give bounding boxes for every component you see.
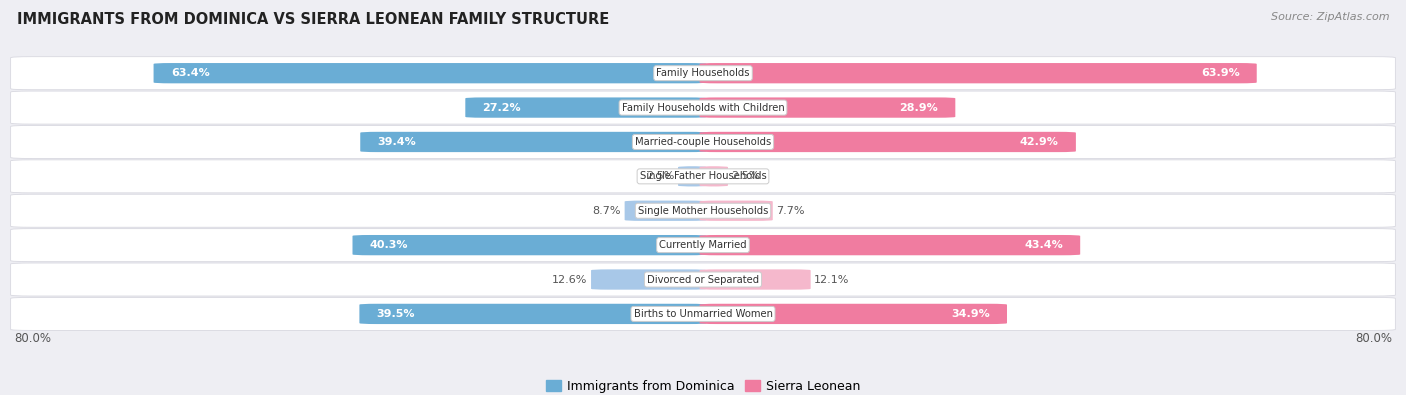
FancyBboxPatch shape xyxy=(11,194,1395,227)
Text: 80.0%: 80.0% xyxy=(14,332,51,345)
Text: 2.5%: 2.5% xyxy=(647,171,675,181)
Text: Source: ZipAtlas.com: Source: ZipAtlas.com xyxy=(1271,12,1389,22)
FancyBboxPatch shape xyxy=(11,160,1395,193)
Text: 27.2%: 27.2% xyxy=(482,103,522,113)
Legend: Immigrants from Dominica, Sierra Leonean: Immigrants from Dominica, Sierra Leonean xyxy=(541,375,865,395)
FancyBboxPatch shape xyxy=(11,91,1395,124)
Text: Currently Married: Currently Married xyxy=(659,240,747,250)
Text: Married-couple Households: Married-couple Households xyxy=(636,137,770,147)
Text: 7.7%: 7.7% xyxy=(776,206,804,216)
FancyBboxPatch shape xyxy=(11,57,1395,90)
FancyBboxPatch shape xyxy=(153,63,706,83)
Text: 42.9%: 42.9% xyxy=(1019,137,1059,147)
Text: 39.5%: 39.5% xyxy=(377,309,415,319)
Text: 63.4%: 63.4% xyxy=(170,68,209,78)
FancyBboxPatch shape xyxy=(353,235,706,255)
FancyBboxPatch shape xyxy=(11,297,1395,330)
FancyBboxPatch shape xyxy=(11,126,1395,158)
Text: Family Households: Family Households xyxy=(657,68,749,78)
Text: Single Father Households: Single Father Households xyxy=(640,171,766,181)
FancyBboxPatch shape xyxy=(700,201,773,221)
FancyBboxPatch shape xyxy=(360,304,706,324)
Text: 34.9%: 34.9% xyxy=(950,309,990,319)
Text: Divorced or Separated: Divorced or Separated xyxy=(647,275,759,284)
FancyBboxPatch shape xyxy=(591,269,706,290)
FancyBboxPatch shape xyxy=(700,269,811,290)
FancyBboxPatch shape xyxy=(11,229,1395,261)
FancyBboxPatch shape xyxy=(700,235,1080,255)
FancyBboxPatch shape xyxy=(700,63,1257,83)
Text: 2.5%: 2.5% xyxy=(731,171,759,181)
Text: 80.0%: 80.0% xyxy=(1355,332,1392,345)
Text: IMMIGRANTS FROM DOMINICA VS SIERRA LEONEAN FAMILY STRUCTURE: IMMIGRANTS FROM DOMINICA VS SIERRA LEONE… xyxy=(17,12,609,27)
FancyBboxPatch shape xyxy=(360,132,706,152)
FancyBboxPatch shape xyxy=(11,263,1395,296)
FancyBboxPatch shape xyxy=(624,201,706,221)
Text: 40.3%: 40.3% xyxy=(370,240,408,250)
Text: Births to Unmarried Women: Births to Unmarried Women xyxy=(634,309,772,319)
Text: 43.4%: 43.4% xyxy=(1024,240,1063,250)
FancyBboxPatch shape xyxy=(465,98,706,118)
Text: Family Households with Children: Family Households with Children xyxy=(621,103,785,113)
Text: 12.6%: 12.6% xyxy=(553,275,588,284)
FancyBboxPatch shape xyxy=(678,166,706,186)
Text: 12.1%: 12.1% xyxy=(814,275,849,284)
Text: Single Mother Households: Single Mother Households xyxy=(638,206,768,216)
Text: 39.4%: 39.4% xyxy=(377,137,416,147)
FancyBboxPatch shape xyxy=(700,132,1076,152)
Text: 63.9%: 63.9% xyxy=(1201,68,1240,78)
Text: 8.7%: 8.7% xyxy=(593,206,621,216)
FancyBboxPatch shape xyxy=(700,98,955,118)
Text: 28.9%: 28.9% xyxy=(900,103,938,113)
FancyBboxPatch shape xyxy=(700,304,1007,324)
FancyBboxPatch shape xyxy=(700,166,728,186)
